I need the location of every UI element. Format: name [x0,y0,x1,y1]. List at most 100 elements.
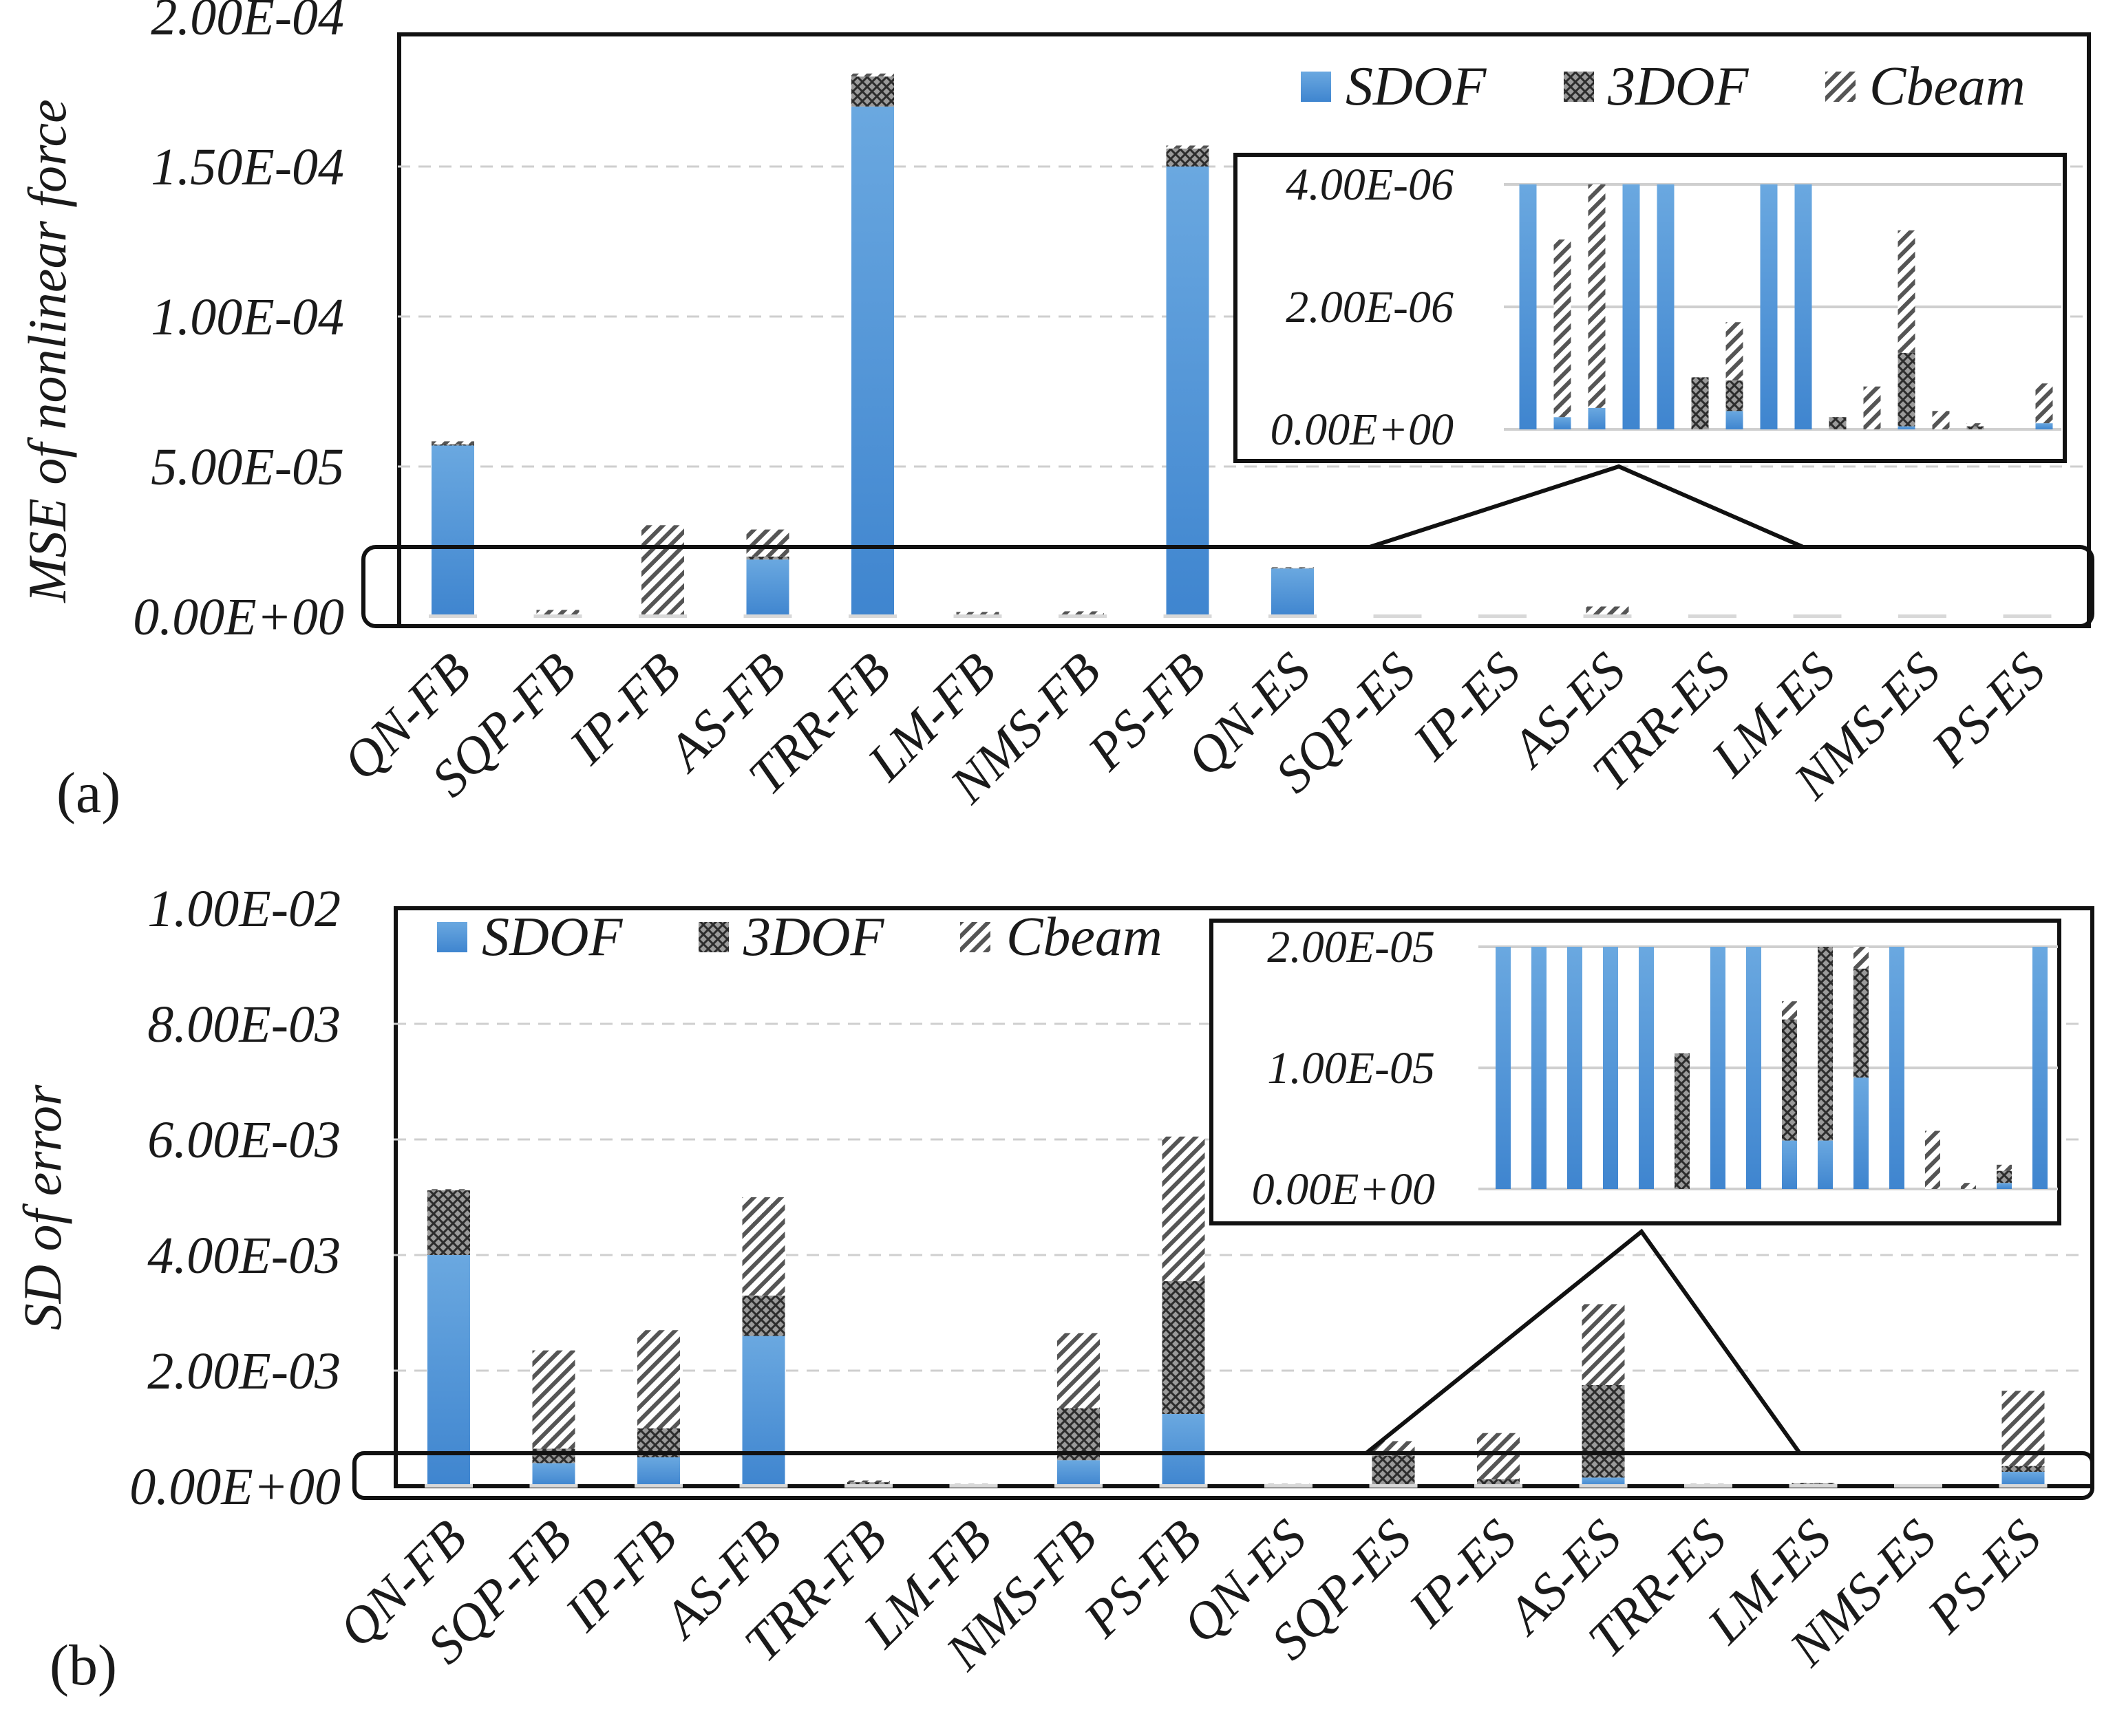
panel-a-bar-base [1793,614,1842,618]
legend-swatch-cbeam-b [960,922,990,952]
panel-a-inset-bar-sdof [1657,184,1675,429]
panel-a-label: (a) [56,761,120,825]
panel-a-bar-cbeam [641,525,684,616]
panel-a-bar-cbeam [1271,567,1314,568]
panel-a-y-tick-label: 0.00E+00 [133,588,344,646]
legend-label-sdof-b: SDOF [482,907,624,967]
panel-b-y-tick-label: 2.00E-03 [147,1342,341,1400]
panel-b-inset-bar-cbeam [1997,1164,2012,1171]
panel-a-category-label: PS-ES [1920,642,2056,778]
legend-swatch-3dof-b [699,922,729,952]
panel-b-bar-cbeam [532,1350,575,1449]
panel-b-inset-bar-sdof [1710,947,1725,1189]
panel-b-bar-dof3 [1372,1455,1415,1485]
panel-b-bar-base [1474,1484,1522,1488]
panel-a-zoom-connector [1369,464,1805,549]
panel-a-inset-bar-sdof [1760,184,1778,429]
panel-a-bar-sdof [746,559,789,617]
panel-a-bar-dof3 [1166,148,1209,167]
panel-b-label: (b) [50,1633,117,1697]
panel-b-inset-frame [1209,919,2061,1225]
panel-a-bar-base [743,614,792,618]
panel-b-plot-frame [394,906,2094,1488]
panel-b-bar-dof3 [1162,1280,1205,1414]
panel-b-bar-dof3 [427,1190,470,1255]
panel-a-inset-bar-cbeam [1932,411,1950,429]
panel-b-bar-base [1999,1484,2048,1488]
legend-label-cbeam-b: Cbeam [1006,907,1162,967]
panel-b-bar-base [739,1484,788,1488]
panel-b-legend: SDOF 3DOF Cbeam [437,907,1162,967]
panel-b-y-tick-label: 8.00E-03 [147,996,341,1053]
panel-b-inset-bar-sdof [1782,1140,1797,1189]
panel-a-bar-cbeam [1586,606,1629,616]
panel-a-inset-bar-sdof [1622,184,1640,429]
legend-swatch-cbeam [1825,72,1856,102]
panel-b-bar-sdof [1057,1460,1100,1486]
panel-b-inset-tick-label: 2.00E-05 [1267,922,1435,972]
panel-a-bar-cbeam [956,612,999,616]
panel-b-bar-base [1159,1484,1208,1488]
panel-a: MSE of nonlinear force 0.00E+00 5.00E-05 1… [17,0,2094,825]
panel-b-bar-base [1264,1484,1313,1488]
panel-a-inset-bar-cbeam [1966,423,1984,427]
legend-label-cbeam: Cbeam [1869,56,2026,117]
legend-label-3dof: 3DOF [1607,56,1750,117]
panel-b-bar-sdof [532,1463,575,1486]
panel-b-bar-cbeam [1582,1304,1625,1385]
panel-a-inset-bar-cbeam [1553,239,1571,418]
panel-b-y-tick-label: 6.00E-03 [147,1111,341,1169]
panel-b-bar-dof3 [742,1295,785,1336]
panel-a-inset-bar-cbeam [2035,383,2053,424]
panel-a-inset-bar-cbeam [1863,386,1881,429]
panel-b-bar-sdof [1582,1477,1625,1486]
legend-swatch-sdof [1301,72,1331,102]
panel-a-bar-base [2003,614,2052,618]
panel-a-bar-base [1163,614,1212,618]
panel-b-bar-base [844,1484,893,1488]
panel-a-bar-dof3 [432,444,474,446]
panel-b-inset-bar-cbeam [1925,1130,1940,1189]
panel-b-zoom-highlight [352,1451,2094,1500]
panel-b-bar-cbeam [847,1480,890,1483]
panel-b-inset-bar-cbeam [1961,1183,1976,1189]
panel-b-bar-sdof [2001,1472,2045,1486]
panel-b-y-tick-label: 0.00E+00 [129,1458,341,1516]
panel-b-inset-bar-dof3 [1818,947,1833,1141]
panel-b-inset-bar-cbeam [1782,1001,1797,1020]
legend-swatch-sdof-b [437,922,467,952]
panel-a-inset-bar-dof3 [1691,377,1709,429]
panel-b-bar-dof3 [1792,1483,1835,1485]
panel-b-inset-bar-dof3 [1853,968,1869,1078]
panel-a-inset-bar-sdof [1588,407,1606,429]
panel-a-bar-cbeam [432,441,474,444]
panel-a-inset-tick-label: 0.00E+00 [1271,405,1454,455]
panel-b-inset-bar-dof3 [1675,1053,1690,1189]
panel-b-inset-tick-label: 0.00E+00 [1252,1164,1435,1214]
panel-a-inset-bar-dof3 [1966,426,1984,429]
panel-b-bar-sdof [427,1255,470,1486]
panel-a-bar-base [1898,614,1946,618]
panel-a-bar-base [1059,614,1107,618]
panel-a-inset-bar-sdof [2035,423,2053,429]
panel-b-inset-bar-sdof [1567,947,1582,1189]
panel-a-inset-bar-sdof [1725,411,1743,429]
panel-b-category-label: PS-ES [1916,1509,2052,1644]
panel-b-y-tick-label: 1.00E-02 [147,880,341,938]
panel-b-inset-bar-sdof [1746,947,1761,1189]
panel-b-bar-dof3 [532,1448,575,1464]
panel-b-inset-bar-sdof [1889,947,1904,1189]
panel-a-category-label: IP-ES [1402,642,1531,771]
panel-b-bar-cbeam [427,1189,470,1190]
panel-a-inset-bar-sdof [1794,184,1812,429]
panel-a-bar-base [1478,614,1527,618]
panel-b-category-label: IP-ES [1398,1509,1527,1638]
panel-a-inset-bar-dof3 [1725,380,1743,411]
panel-a-bar-base [429,614,477,618]
panel-a-legend: SDOF 3DOF Cbeam [1301,56,2026,117]
panel-b-inset-bar-cbeam [1853,947,1869,969]
panel-b-bar-base [635,1484,683,1488]
panel-a-bar-sdof [1271,568,1314,617]
panel-a-bar-base [849,614,897,618]
panel-a-inset-tick-label: 4.00E-06 [1286,160,1454,210]
